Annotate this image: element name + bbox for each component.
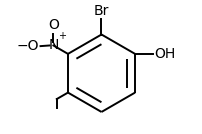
Text: N: N: [48, 38, 58, 53]
Text: O: O: [48, 18, 59, 32]
Text: +: +: [58, 31, 66, 41]
Text: OH: OH: [153, 47, 174, 61]
Text: Br: Br: [93, 4, 109, 18]
Text: −O: −O: [16, 39, 38, 53]
